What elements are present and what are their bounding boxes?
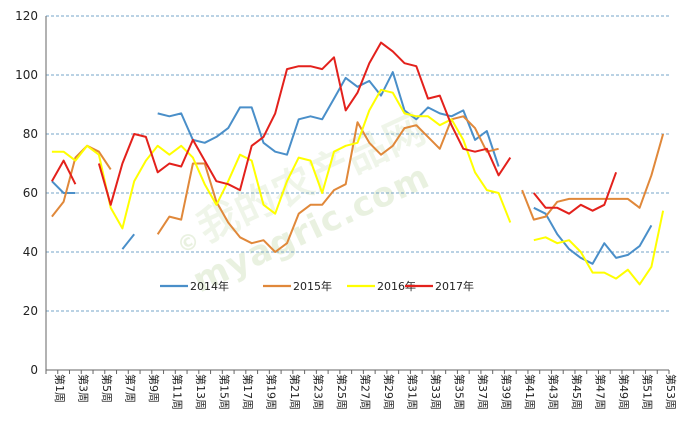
series-line-3	[51, 88, 665, 286]
x-tick-label-10: 第19周	[264, 374, 278, 410]
y-tick-label-20: 20	[23, 304, 38, 318]
x-tick-label-20: 第39周	[500, 374, 514, 410]
x-tick-label-14: 第27周	[359, 374, 373, 410]
x-tick-label-15: 第29周	[382, 374, 396, 410]
series-line-1	[51, 71, 653, 265]
x-tick-label-19: 第37周	[476, 374, 490, 410]
x-tick-label-11: 第21周	[288, 374, 302, 410]
x-tick-label-6: 第11周	[170, 374, 184, 410]
x-tick-label-26: 第51周	[641, 374, 655, 410]
y-tick-label-120: 120	[15, 9, 38, 23]
x-tick-label-18: 第35周	[453, 374, 467, 410]
x-tick-label-4: 第7周	[123, 374, 137, 403]
x-tick-label-21: 第41周	[523, 374, 537, 410]
x-tick-label-13: 第25周	[335, 374, 349, 410]
legend-label-1: 2014年	[190, 279, 229, 293]
x-tick-label-12: 第23周	[311, 374, 325, 410]
legend-label-3: 2016年	[377, 279, 416, 293]
y-tick-label-80: 80	[23, 127, 38, 141]
y-tick-label-60: 60	[23, 186, 38, 200]
x-tick-label-27: 第53周	[664, 374, 678, 410]
series-line-4	[51, 41, 618, 215]
x-tick-label-25: 第49周	[617, 374, 631, 410]
x-tick-label-8: 第15周	[217, 374, 231, 410]
x-tick-label-17: 第33周	[429, 374, 443, 410]
x-tick-label-22: 第43周	[547, 374, 561, 410]
x-tick-label-7: 第13周	[194, 374, 208, 410]
x-tick-label-23: 第45周	[570, 374, 584, 410]
x-tick-label-3: 第5周	[100, 374, 114, 403]
y-tick-label-40: 40	[23, 245, 38, 259]
x-tick-label-1: 第1周	[53, 374, 67, 403]
x-tick-label-2: 第3周	[76, 374, 90, 403]
x-tick-label-24: 第47周	[594, 374, 608, 410]
x-tick-label-9: 第17周	[241, 374, 255, 410]
legend-label-4: 2017年	[435, 279, 474, 293]
x-tick-label-5: 第9周	[147, 374, 161, 403]
legend-label-2: 2015年	[293, 279, 332, 293]
y-tick-label-100: 100	[15, 68, 38, 82]
y-tick-label-0: 0	[30, 363, 38, 377]
x-tick-label-16: 第31周	[406, 374, 420, 410]
